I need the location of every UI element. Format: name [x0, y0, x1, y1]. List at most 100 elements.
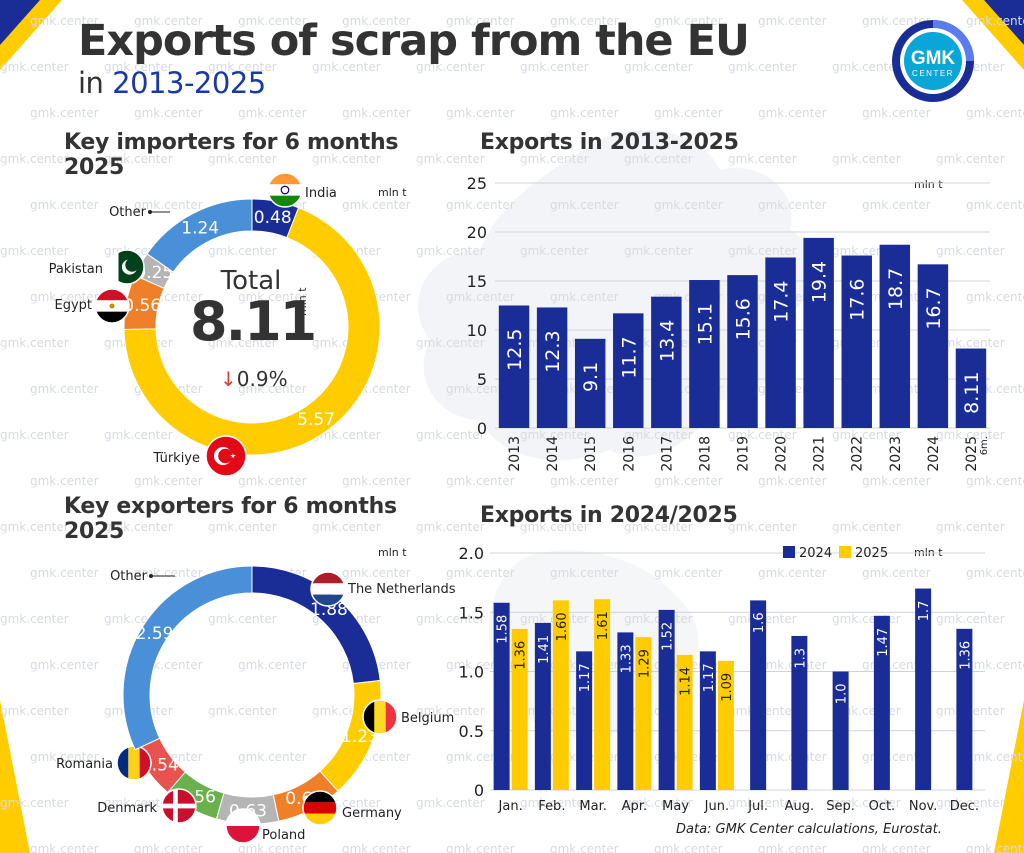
x-tick-label: Oct. [869, 799, 896, 814]
source-note: Data: GMK Center calculations, Eurostat. [676, 822, 942, 837]
watermark-text: gmk.center [550, 106, 619, 120]
page-subtitle: in 2013-2025 [78, 66, 266, 100]
watermark-text: gmk.center [312, 152, 381, 166]
watermark-text: gmk.center [936, 152, 1005, 166]
bar-value-label: 15.1 [694, 303, 716, 345]
watermark-text: gmk.center [416, 612, 485, 626]
watermark-text: gmk.center [550, 14, 619, 28]
bar-value-label: 1.17 [578, 663, 593, 692]
bar-2022 [841, 255, 872, 428]
watermark-text: gmk.center [416, 796, 485, 810]
x-tick-label: May [662, 799, 689, 814]
egypt-flag-icon [94, 288, 130, 324]
importers-heading: Key importers for 6 months 2025 [64, 130, 399, 180]
watermark-text: gmk.center [862, 198, 931, 212]
importers-slice-other [146, 198, 253, 273]
watermark-text: gmk.center [208, 704, 277, 718]
denmark-flag-icon [161, 788, 197, 824]
watermark-text: gmk.center [728, 244, 797, 258]
watermark-text: gmk.center [446, 842, 515, 853]
x-tick-label: 2013 [507, 436, 523, 472]
down-arrow-icon: ↓ [220, 367, 237, 391]
watermark-text: gmk.center [936, 428, 1005, 442]
y-tick-label: 1.0 [459, 663, 484, 682]
bar-value-label: 1.33 [619, 644, 634, 673]
watermark-text: gmk.center [832, 428, 901, 442]
watermark-text: gmk.center [728, 60, 797, 74]
watermark-text: gmk.center [966, 842, 1024, 853]
watermark-text: gmk.center [0, 428, 69, 442]
watermark-text: gmk.center [832, 520, 901, 534]
watermark-text: gmk.center [342, 566, 411, 580]
watermark-text: gmk.center [624, 612, 693, 626]
annual-chart-unit: mln t [914, 178, 943, 191]
watermark-text: gmk.center [936, 520, 1005, 534]
x-tick-label: 2019 [736, 436, 752, 472]
watermark-text: gmk.center [0, 152, 69, 166]
watermark-text: gmk.center [966, 14, 1024, 28]
bar-2025-Feb. [552, 600, 569, 790]
importers-value-label: 0.25 [135, 263, 173, 283]
watermark-text: gmk.center [312, 60, 381, 74]
bar-value-label: 1.58 [496, 615, 511, 644]
watermark-text: gmk.center [238, 842, 307, 853]
watermark-text: gmk.center [0, 60, 69, 74]
watermark-text: gmk.center [0, 244, 69, 258]
x-tick-label: Aug. [785, 799, 815, 814]
exporters-country-label: The Netherlands [347, 582, 456, 597]
bar-2024-Jul. [750, 600, 767, 790]
watermark-text: gmk.center [238, 658, 307, 672]
watermark-text: gmk.center [966, 198, 1024, 212]
bar-2015 [574, 338, 606, 428]
bar-2024-Jan. [493, 602, 510, 790]
watermark-text: gmk.center [446, 14, 515, 28]
watermark-text: gmk.center [862, 474, 931, 488]
total-unit: mln t [296, 287, 309, 316]
watermark-text: gmk.center [624, 244, 693, 258]
legend-label: 2025 [855, 546, 888, 561]
belgium-flag-icon [362, 699, 398, 735]
watermark-text: gmk.center [624, 796, 693, 810]
watermark-text: gmk.center [208, 612, 277, 626]
total-change: ↓0.9% [220, 367, 288, 391]
legend-swatch-2024 [783, 546, 795, 558]
watermark-text: gmk.center [0, 704, 69, 718]
bar-value-label: 12.3 [542, 330, 564, 372]
bar-2024 [917, 264, 949, 428]
x-tick-label: Apr. [622, 799, 647, 814]
bar-2024-Feb. [534, 622, 551, 790]
x-tick-label: 2014 [545, 436, 561, 472]
watermark-text: gmk.center [30, 14, 99, 28]
bar-2024-Jun. [699, 651, 716, 790]
watermark-text: gmk.center [104, 152, 173, 166]
watermark-text: gmk.center [966, 474, 1024, 488]
bar-2025-Jan. [511, 628, 528, 790]
bar-value-label: 1.60 [555, 612, 570, 641]
x-tick-label: Feb. [538, 799, 565, 814]
watermark-text: gmk.center [758, 14, 827, 28]
watermark-text: gmk.center [758, 198, 827, 212]
watermark-text: gmk.center [728, 428, 797, 442]
bar-2017 [651, 296, 682, 428]
exporters-country-label: Belgium [401, 711, 454, 726]
watermark-text: gmk.center [520, 520, 589, 534]
bar-2019 [727, 275, 758, 428]
watermark-text: gmk.center [104, 428, 173, 442]
watermark-text: gmk.center [520, 796, 589, 810]
bar-value-label: 15.6 [733, 298, 755, 340]
watermark-text: gmk.center [654, 106, 723, 120]
pakistan-flag-icon [109, 249, 145, 285]
watermark-text: gmk.center [936, 244, 1005, 258]
x-tick-label: Mar. [579, 799, 606, 814]
bar-value-label: 8.11 [961, 372, 983, 414]
bar-2025-Jun. [717, 660, 734, 790]
bar-value-label: 1.14 [679, 667, 694, 696]
logo-line1: GMK [911, 48, 956, 69]
watermark-text: gmk.center [550, 842, 619, 853]
legend-swatch-2025 [839, 546, 851, 558]
watermark-text: gmk.center [758, 106, 827, 120]
bar-2025-May [676, 654, 693, 790]
watermark-text: gmk.center [832, 796, 901, 810]
